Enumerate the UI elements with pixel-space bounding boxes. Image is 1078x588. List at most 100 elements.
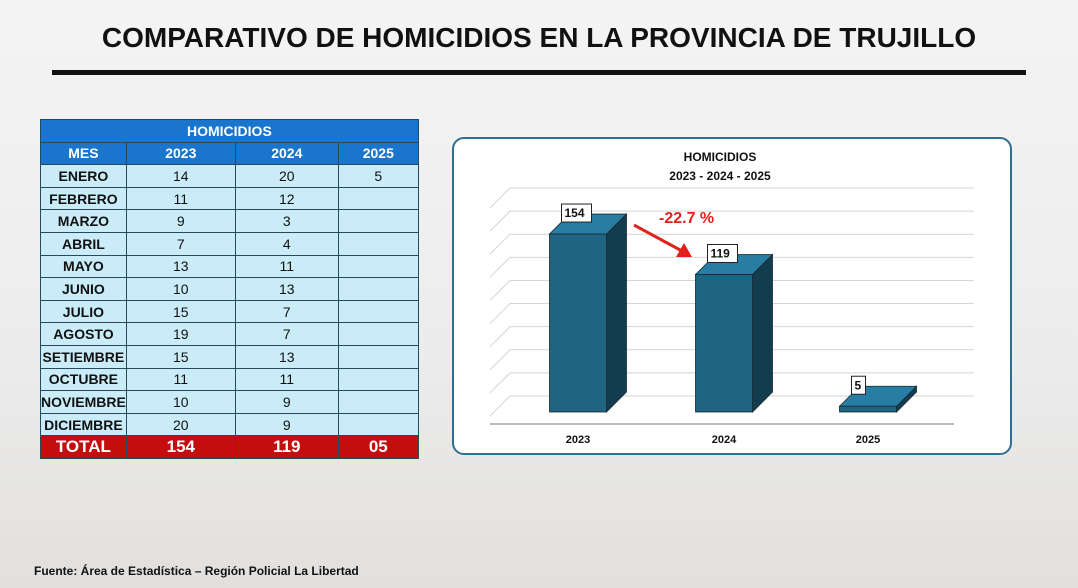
table-row: MES 2023 2024 2025 — [40, 141, 419, 166]
table-cell: 7 — [234, 322, 339, 346]
table-cell: 7 — [125, 231, 236, 256]
month-label: AGOSTO — [40, 322, 127, 346]
bar — [839, 405, 897, 413]
table-cell: 4 — [234, 231, 339, 256]
bar-side — [606, 213, 627, 413]
value-label-box — [851, 375, 866, 395]
grid-line — [489, 303, 974, 324]
change-annotation: -22.7 % — [659, 210, 714, 227]
homicide-table: HOMICIDIOS MES 2023 2024 2025 ENERO 14 20 5 FEBRE… — [40, 119, 419, 459]
table-cell: 13 — [234, 277, 339, 301]
table-cell — [337, 209, 419, 233]
table-row: TOTAL 154 119 05 — [40, 435, 419, 459]
month-label: ENERO — [40, 164, 127, 188]
grid-line — [489, 349, 974, 371]
value-label-box — [707, 243, 738, 263]
table-cell: 15 — [125, 344, 236, 369]
table-cell: 10 — [125, 390, 236, 414]
total-cell: 119 — [234, 435, 339, 459]
grid-line — [489, 326, 974, 348]
change-arrowhead — [676, 243, 692, 257]
bar — [695, 274, 753, 413]
table-cell: 13 — [234, 344, 339, 369]
month-label: SETIEMBRE — [40, 344, 127, 369]
chart-subtitle: 2023 - 2024 - 2025 — [669, 169, 771, 183]
month-label: OCTUBRE — [40, 367, 127, 392]
month-label: NOVIEMBRE — [40, 390, 127, 414]
value-label-box — [561, 203, 592, 223]
table-row: DICIEMBRE 20 9 — [40, 412, 419, 437]
table-cell: 9 — [234, 390, 339, 414]
table-cell — [337, 254, 419, 279]
grid-line — [489, 279, 974, 301]
table-cell — [337, 390, 419, 414]
table-cell — [337, 367, 419, 392]
table-row: MAYO 13 11 — [40, 254, 419, 279]
grid-line — [489, 233, 974, 255]
table-cell: 3 — [234, 209, 339, 233]
table-cell: 11 — [234, 367, 339, 392]
month-label: FEBRERO — [40, 186, 127, 211]
title-rule — [52, 70, 1026, 75]
table-cell — [337, 344, 419, 369]
month-label: MAYO — [40, 254, 127, 279]
table-cell: 12 — [234, 186, 339, 211]
month-label: DICIEMBRE — [40, 412, 127, 437]
total-cell: 154 — [125, 435, 236, 459]
table-cell — [337, 231, 419, 256]
table-cell: 9 — [234, 412, 339, 437]
grid-line — [489, 372, 974, 394]
grid-line — [489, 210, 974, 232]
column-header: 2024 — [234, 141, 339, 166]
chart-title: HOMICIDIOS — [684, 150, 757, 164]
table-row: OCTUBRE 11 11 — [40, 367, 419, 392]
grid-line — [489, 395, 974, 417]
slide-title: COMPARATIVO DE HOMICIDIOS EN LA PROVINCI… — [101, 22, 977, 53]
table-cell: 20 — [234, 164, 339, 188]
table-cell: 13 — [125, 254, 236, 279]
table-row: MARZO 9 3 — [40, 209, 419, 233]
table-cell: 19 — [125, 322, 236, 346]
table-title: HOMICIDIOS — [40, 119, 419, 143]
chart-panel: HOMICIDIOS 2023 - 2024 - 2025 2023 154 202… — [452, 137, 1012, 455]
value-label: 5 — [855, 378, 862, 392]
table-cell — [337, 412, 419, 437]
column-header: 2025 — [337, 141, 419, 166]
month-label: JULIO — [40, 299, 127, 324]
table-cell: 20 — [125, 412, 236, 437]
table-row: NOVIEMBRE 10 9 — [40, 390, 419, 414]
value-label: 154 — [565, 206, 585, 220]
table-row: JUNIO 10 13 — [40, 277, 419, 301]
table-cell: 15 — [125, 299, 236, 324]
table-row: ENERO 14 20 5 — [40, 164, 419, 188]
table-cell: 5 — [337, 164, 419, 188]
month-label: ABRIL — [40, 231, 127, 256]
column-header: 2023 — [125, 141, 236, 166]
table-cell: 14 — [125, 164, 236, 188]
x-tick-label: 2023 — [566, 434, 590, 446]
table-cell: 11 — [234, 254, 339, 279]
total-cell: TOTAL — [40, 435, 127, 459]
table-cell: 11 — [125, 186, 236, 211]
bar — [549, 233, 607, 413]
total-cell: 05 — [337, 435, 419, 459]
table-row: JULIO 15 7 — [40, 299, 419, 324]
table-cell: 9 — [125, 209, 236, 233]
table-row: AGOSTO 19 7 — [40, 322, 419, 346]
chart: HOMICIDIOS 2023 - 2024 - 2025 2023 154 202… — [489, 150, 974, 446]
table-cell — [337, 322, 419, 346]
table-cell — [337, 277, 419, 301]
table-row: FEBRERO 11 12 — [40, 186, 419, 211]
value-label: 119 — [711, 247, 731, 261]
x-tick-label: 2024 — [712, 434, 737, 446]
table-row: ABRIL 7 4 — [40, 231, 419, 256]
grid-line — [489, 187, 974, 209]
table-cell: 10 — [125, 277, 236, 301]
table-cell: 11 — [125, 367, 236, 392]
grid-line — [489, 256, 974, 278]
table-cell: 7 — [234, 299, 339, 324]
month-label: MARZO — [40, 209, 127, 233]
month-label: JUNIO — [40, 277, 127, 301]
column-header: MES — [40, 141, 127, 166]
change-arrow — [633, 223, 683, 253]
